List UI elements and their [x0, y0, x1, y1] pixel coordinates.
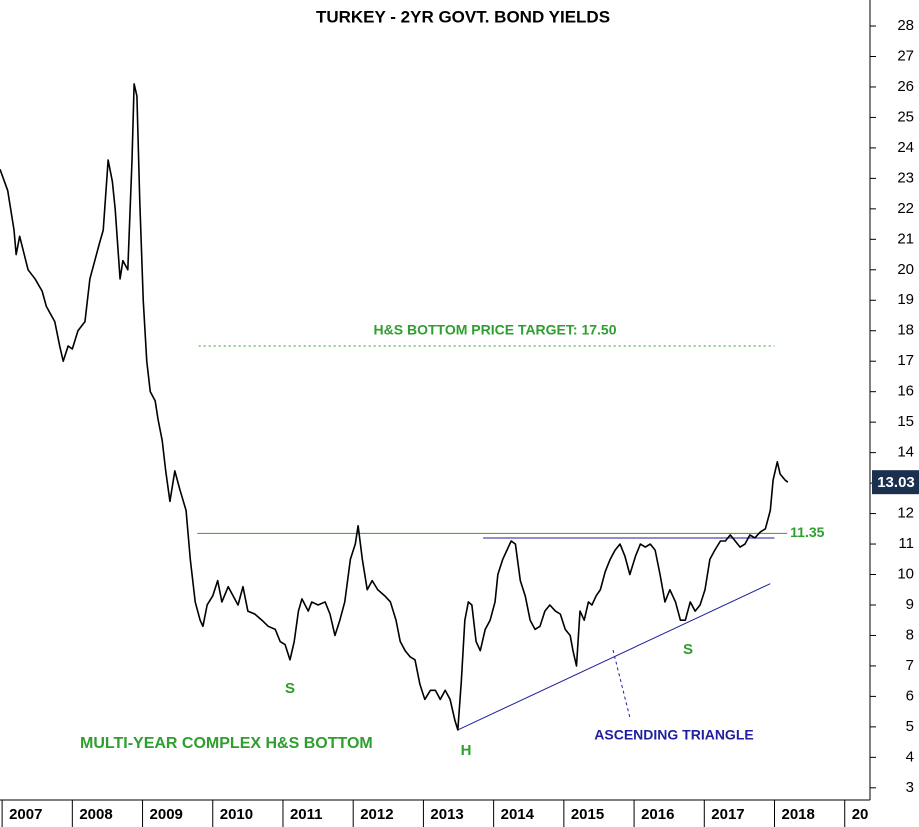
y-tick-label: 24: [897, 139, 914, 156]
x-tick-label: 2017: [711, 806, 744, 823]
y-tick-label: 6: [906, 687, 914, 704]
annotation: MULTI-YEAR COMPLEX H&S BOTTOM: [80, 735, 373, 752]
y-tick-label: 26: [897, 78, 914, 95]
x-tick-label: 2007: [9, 806, 42, 823]
annotation: S: [285, 680, 295, 697]
y-tick-label: 18: [897, 322, 914, 339]
y-tick-label: 25: [897, 108, 914, 125]
annotation: ASCENDING TRIANGLE: [594, 727, 753, 743]
x-tick-label: 2012: [360, 806, 393, 823]
annotation: H: [461, 742, 472, 759]
y-tick-label: 11: [898, 535, 914, 552]
y-tick-label: 19: [897, 291, 914, 308]
x-tick-label: 2011: [290, 806, 323, 823]
y-tick-label: 21: [897, 230, 914, 247]
x-tick-label: 2014: [501, 806, 535, 823]
x-tick-label: 2015: [571, 806, 604, 823]
x-tick-label: 2008: [79, 806, 112, 823]
x-tick-label: 2009: [150, 806, 183, 823]
chart-title: TURKEY - 2YR GOVT. BOND YIELDS: [316, 7, 610, 26]
y-tick-label: 28: [897, 17, 914, 34]
level-value-label: 11.35: [790, 524, 824, 540]
y-tick-label: 23: [897, 169, 914, 186]
y-tick-label: 16: [897, 383, 914, 400]
last-value-box: [872, 470, 919, 495]
y-tick-label: 12: [897, 505, 914, 522]
x-tick-label: 20: [852, 806, 869, 823]
y-tick-label: 20: [897, 261, 914, 278]
price-line: [0, 83, 789, 731]
y-tick-label: 15: [897, 413, 914, 430]
y-tick-label: 22: [897, 200, 914, 217]
y-tick-label: 3: [906, 779, 914, 796]
y-tick-label: 14: [897, 444, 914, 461]
level-label: H&S BOTTOM PRICE TARGET: 17.50: [374, 322, 617, 338]
y-tick-label: 8: [906, 626, 914, 643]
y-tick-label: 4: [906, 748, 914, 765]
trendline: [457, 583, 771, 731]
y-tick-label: 10: [897, 565, 914, 582]
y-tick-label: 17: [897, 352, 914, 369]
y-tick-label: 7: [906, 657, 914, 674]
y-tick-label: 27: [897, 47, 914, 64]
x-tick-label: 2018: [782, 806, 815, 823]
x-tick-label: 2016: [641, 806, 674, 823]
y-tick-label: 5: [906, 718, 914, 735]
x-tick-label: 2013: [430, 806, 463, 823]
y-tick-label: 9: [906, 596, 914, 613]
last-value-label: 13.03: [877, 474, 915, 491]
x-tick-label: 2010: [220, 806, 253, 823]
annotation: S: [683, 641, 693, 658]
